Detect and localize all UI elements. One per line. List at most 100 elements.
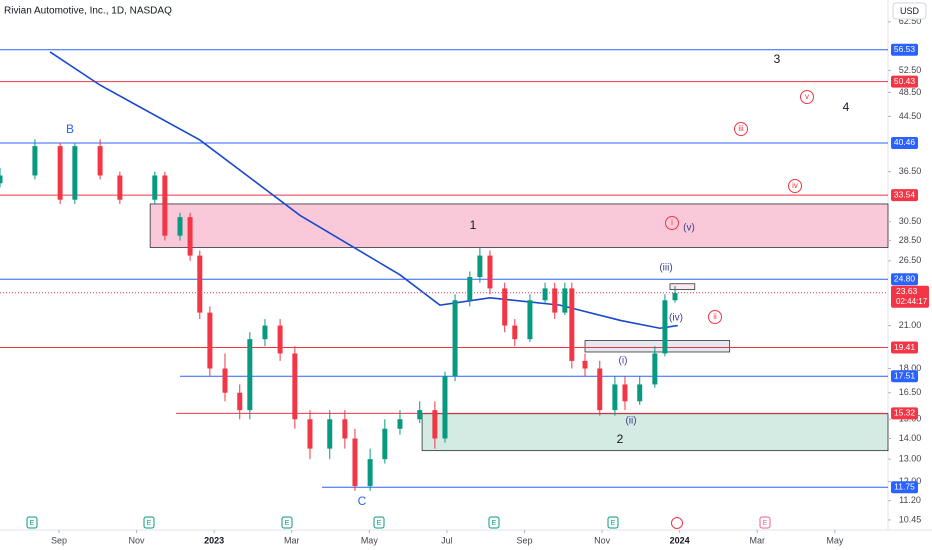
candle-body [117, 175, 123, 200]
earnings-icon [373, 516, 385, 529]
candle-body [637, 384, 643, 402]
y-tick-label: 16.50 [899, 387, 922, 397]
candle-body [502, 288, 508, 326]
candle-body [527, 300, 533, 340]
candle-body [662, 300, 668, 354]
x-tick-label: Jul [441, 535, 453, 545]
y-tick-label: 26.50 [899, 255, 922, 265]
level-label: 40.46 [894, 137, 916, 147]
wave-label: 2 [617, 432, 624, 446]
x-tick-label: Sep [516, 535, 532, 545]
candle-body [397, 419, 403, 429]
candle-body [0, 175, 3, 184]
earnings-label: E [611, 520, 616, 527]
level-badge [891, 75, 918, 88]
wave-label: 3 [774, 52, 781, 66]
level-badge [891, 136, 918, 149]
earnings-label: E [30, 520, 35, 527]
moving-average [49, 51, 678, 330]
candle-body [512, 325, 518, 340]
candle-body [352, 438, 358, 487]
wave-label: (v) [683, 223, 695, 234]
level-label: 33.54 [894, 189, 916, 199]
candle-body [342, 419, 348, 439]
candle-body [597, 368, 603, 411]
y-tick-label: 44.50 [899, 111, 922, 121]
currency-box[interactable] [892, 2, 927, 20]
candle-body [672, 293, 678, 301]
candle-body [452, 300, 458, 377]
wave-circle [800, 90, 814, 104]
x-tick-label: 2023 [204, 535, 224, 545]
zone [669, 283, 696, 290]
y-tick-label: 11.20 [899, 495, 921, 505]
earnings-label: E [492, 520, 497, 527]
y-tick-label: 14.00 [899, 433, 922, 443]
candle-body [622, 384, 628, 402]
level-label: 19.41 [894, 342, 916, 352]
wave-circle [708, 310, 722, 324]
current-price-label: 23.63 [896, 286, 918, 296]
earnings-icon [759, 516, 771, 529]
wave-label: (iii) [659, 263, 672, 274]
wave-label: iii [738, 124, 744, 133]
candle-body [417, 410, 423, 420]
x-tick-label: Mar [750, 535, 766, 545]
level-label: 11.75 [894, 482, 915, 492]
candle-body [207, 312, 213, 369]
zone [421, 413, 889, 452]
level-label: 24.80 [894, 274, 916, 284]
y-tick-label: 21.00 [899, 320, 922, 330]
earnings-label: E [147, 520, 152, 527]
candle-body [542, 288, 548, 301]
level-badge [891, 341, 918, 354]
candle-body [32, 146, 38, 176]
candle-body [552, 288, 558, 313]
x-tick-label: May [826, 535, 844, 545]
level-badge [891, 370, 918, 383]
candle-body [162, 175, 168, 236]
candle-body [442, 376, 448, 439]
wave-label: v [805, 92, 809, 101]
wave-label: C [358, 494, 367, 508]
wave-label: i [671, 218, 673, 227]
y-tick-label: 10.45 [899, 514, 922, 524]
y-tick-label: 28.50 [899, 235, 922, 245]
level-label: 50.43 [894, 76, 916, 86]
earnings-icon [488, 516, 500, 529]
candle-body [477, 255, 483, 278]
candle-body [222, 368, 228, 393]
candle-body [327, 419, 333, 449]
wave-circle [665, 216, 679, 230]
dividend-icon [671, 517, 683, 529]
wave-label: 1 [470, 218, 477, 232]
earnings-icon [143, 516, 155, 529]
chart-title: Rivian Automotive, Inc., 1D, NASDAQ [4, 6, 172, 17]
candle-body [72, 146, 78, 200]
candle-body [432, 410, 438, 439]
y-tick-label: 62.50 [899, 16, 922, 26]
candle-body [187, 217, 193, 256]
y-tick-label: 52.50 [899, 65, 922, 75]
candle-body [197, 255, 203, 313]
level-label: 17.51 [894, 370, 916, 380]
y-tick-label: 36.50 [899, 166, 922, 176]
candle-body [247, 339, 253, 411]
earnings-label: E [285, 520, 290, 527]
candle-body [652, 353, 658, 385]
candle-body [487, 255, 493, 289]
currency[interactable]: USD [900, 6, 920, 16]
y-tick-label: 18.00 [899, 363, 922, 373]
y-tick-label: 13.00 [899, 454, 922, 464]
candle-body [262, 325, 268, 340]
level-badge [891, 407, 918, 420]
countdown: 02:44:17 [896, 297, 928, 306]
candle-body [612, 384, 618, 411]
level-badge [891, 481, 918, 494]
level-badge [891, 189, 918, 202]
candle-body [277, 325, 283, 354]
candle-body [382, 428, 388, 460]
earnings-icon [281, 516, 293, 529]
